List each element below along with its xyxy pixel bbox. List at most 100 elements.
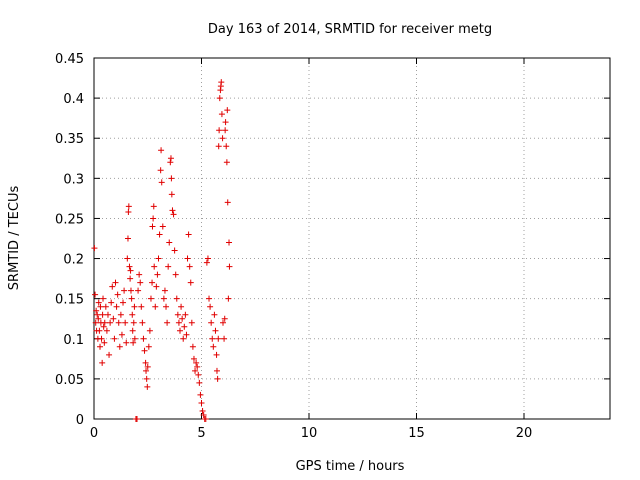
data-point <box>147 295 154 302</box>
data-point <box>98 335 105 342</box>
data-point <box>172 271 179 278</box>
data-point <box>128 295 135 302</box>
data-point <box>116 343 123 350</box>
data-point <box>96 327 103 334</box>
data-point <box>166 239 173 246</box>
data-point <box>221 315 228 322</box>
data-point <box>225 295 232 302</box>
data-point <box>125 209 132 216</box>
data-point <box>124 255 131 262</box>
data-point <box>187 279 194 286</box>
data-point <box>175 319 182 326</box>
data-point <box>112 279 119 286</box>
data-point <box>92 319 99 326</box>
data-point <box>99 311 106 318</box>
data-point <box>129 327 136 334</box>
data-point <box>99 359 106 366</box>
data-point <box>167 159 174 166</box>
y-tick-label: 0.45 <box>55 52 84 67</box>
data-point <box>181 323 188 330</box>
plot-area-border <box>93 57 611 420</box>
data-point <box>165 263 172 270</box>
data-point <box>170 211 177 218</box>
data-points <box>91 79 233 422</box>
data-point <box>106 351 113 358</box>
data-point <box>101 339 108 346</box>
data-point <box>143 375 150 382</box>
data-point <box>136 271 143 278</box>
data-point <box>115 319 122 326</box>
data-point <box>159 223 166 230</box>
y-tick-label: 0.35 <box>55 132 84 147</box>
data-point <box>153 283 160 290</box>
data-point <box>100 295 107 302</box>
data-point <box>100 323 107 330</box>
data-point <box>209 335 216 342</box>
data-point <box>150 215 157 222</box>
axis-ticks: 0 5 10 15 20 0 0.05 0.1 0.15 0.2 0.25 0.3 0.35 0.4 0.4… <box>55 52 610 441</box>
x-tick-label: 20 <box>516 426 533 441</box>
data-point <box>188 319 195 326</box>
data-point <box>222 127 229 134</box>
data-point <box>167 155 174 162</box>
data-point <box>226 263 233 270</box>
data-point <box>184 255 191 262</box>
y-tick-label: 0.25 <box>55 212 84 227</box>
data-point <box>178 303 185 310</box>
data-point <box>131 335 138 342</box>
data-point <box>130 319 137 326</box>
data-point <box>204 255 211 262</box>
data-point <box>134 416 140 422</box>
data-point <box>171 247 178 254</box>
data-point <box>95 315 102 322</box>
data-point <box>214 375 221 382</box>
y-tick-label: 0.4 <box>63 92 84 107</box>
data-point <box>208 319 215 326</box>
x-tick-label: 5 <box>197 426 205 441</box>
data-point <box>222 119 229 126</box>
data-point <box>163 303 170 310</box>
data-point <box>127 287 134 294</box>
data-point <box>138 303 145 310</box>
data-point <box>200 411 207 418</box>
data-point <box>197 391 204 398</box>
data-point <box>120 299 127 306</box>
data-point <box>97 303 104 310</box>
data-point <box>139 319 146 326</box>
data-point <box>174 311 181 318</box>
x-tick-label: 15 <box>408 426 425 441</box>
data-point <box>155 255 162 262</box>
data-point <box>118 331 125 338</box>
data-point <box>154 271 161 278</box>
data-point <box>130 339 137 346</box>
data-point <box>144 363 151 370</box>
data-point <box>107 319 114 326</box>
data-point <box>104 311 111 318</box>
data-point <box>195 371 202 378</box>
data-point <box>215 335 222 342</box>
data-point <box>157 167 164 174</box>
grid <box>94 58 610 419</box>
x-tick-label: 10 <box>301 426 318 441</box>
data-point <box>135 287 142 294</box>
data-point <box>149 279 156 286</box>
data-point <box>131 303 138 310</box>
data-point <box>189 343 196 350</box>
data-point <box>127 267 134 274</box>
data-point <box>180 335 187 342</box>
data-point <box>142 359 149 366</box>
data-point <box>219 135 226 142</box>
data-point <box>94 311 101 318</box>
data-point <box>203 259 210 266</box>
x-tick-label: 0 <box>90 426 98 441</box>
data-point <box>196 379 203 386</box>
data-point <box>212 327 219 334</box>
data-point <box>164 319 171 326</box>
data-point <box>168 175 175 182</box>
data-point <box>137 279 144 286</box>
data-point <box>161 287 168 294</box>
data-point <box>193 359 200 366</box>
data-point <box>182 311 189 318</box>
data-point <box>215 143 222 150</box>
data-point <box>108 299 115 306</box>
